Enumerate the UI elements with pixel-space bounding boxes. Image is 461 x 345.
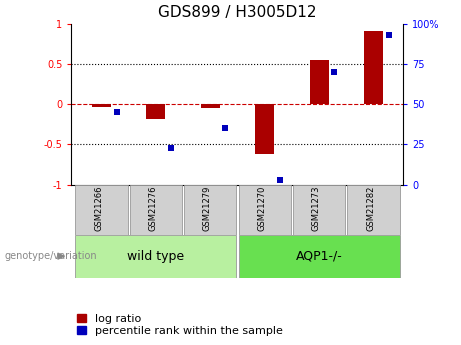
Text: GSM21273: GSM21273 [312,186,321,231]
Bar [255,104,274,154]
Text: GSM21276: GSM21276 [148,186,158,231]
Text: GSM21282: GSM21282 [366,186,375,231]
Bar [238,185,291,235]
Bar [184,185,236,235]
Bar [238,235,400,278]
Legend: log ratio, percentile rank within the sample: log ratio, percentile rank within the sa… [77,314,283,336]
Bar [347,185,400,235]
Bar [146,104,165,119]
Text: wild type: wild type [127,250,184,263]
Bar [92,104,111,107]
Text: GSM21266: GSM21266 [94,186,103,231]
Bar [75,185,128,235]
Bar [75,235,236,278]
Text: GSM21279: GSM21279 [203,186,212,231]
Text: GSM21270: GSM21270 [257,186,266,231]
Bar [364,31,383,104]
Bar [201,104,220,108]
Text: genotype/variation: genotype/variation [5,251,97,261]
Bar [309,60,329,104]
Bar [293,185,345,235]
Title: GDS899 / H3005D12: GDS899 / H3005D12 [158,5,317,20]
Text: AQP1-/-: AQP1-/- [296,250,343,263]
Bar [130,185,182,235]
